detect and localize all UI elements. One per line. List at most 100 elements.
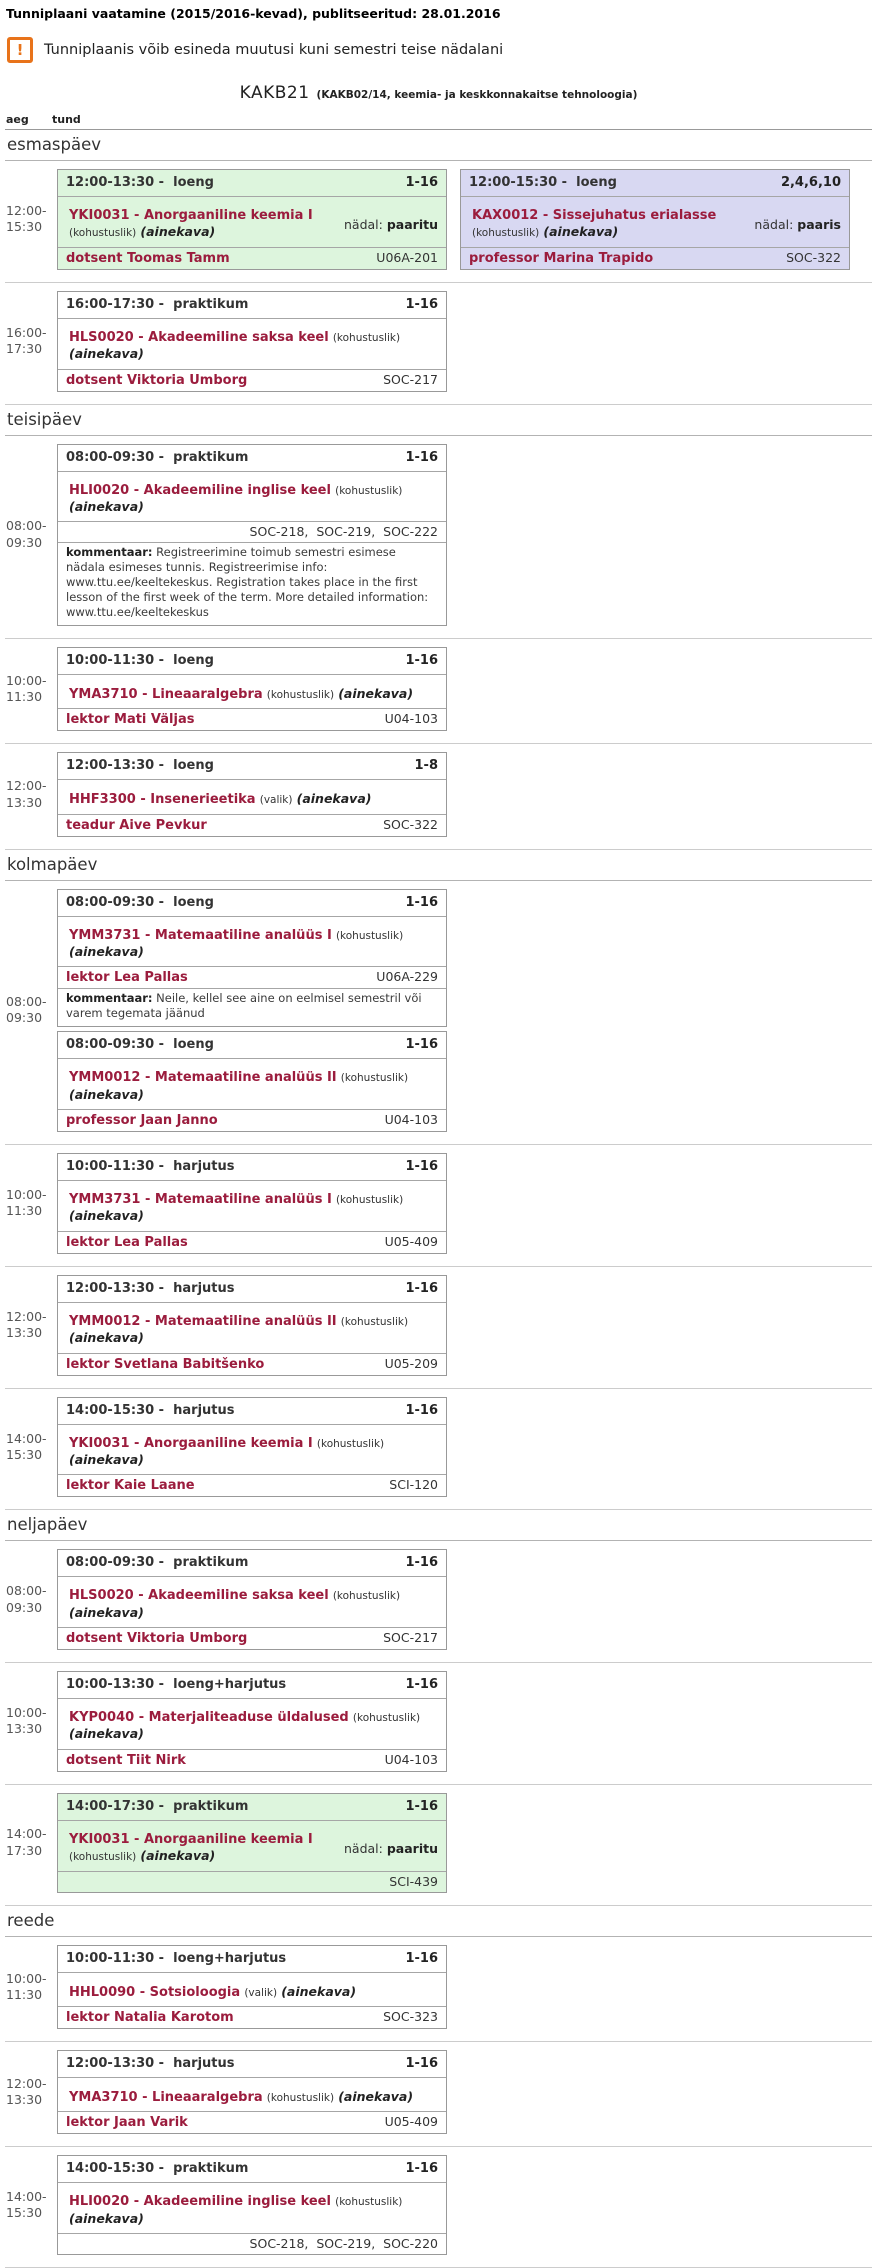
course-cell: YKI0031 - Anorgaaniline keemia I (kohust… [66, 208, 336, 242]
timeslot-row: 08:00- 09:30 08:00-09:30 - praktikum 1-1… [5, 1541, 872, 1664]
lesson-body: HLS0020 - Akadeemiline saksa keel (kohus… [58, 1576, 446, 1627]
ainekava-link[interactable]: (ainekava) [296, 791, 372, 807]
ainekava-link[interactable]: (ainekava) [69, 498, 144, 514]
requirement-label: (valik) [259, 794, 293, 807]
requirement-label: (kohustuslik) [335, 1194, 404, 1207]
course-link[interactable]: YKI0031 - Anorgaaniline keemia I [69, 1831, 313, 1847]
course-link[interactable]: YMA3710 - Lineaaralgebra [69, 2089, 263, 2105]
ainekava-link[interactable]: (ainekava) [140, 224, 216, 240]
timeslot-row: 14:00- 15:30 14:00-15:30 - harjutus 1-16… [5, 1389, 872, 1511]
timeslot-time: 08:00- 09:30 [5, 889, 57, 1132]
requirement-label: (kohustuslik) [332, 1590, 401, 1603]
course-cell: YMM3731 - Matemaatiline analüüs I (kohus… [66, 928, 438, 962]
lesson-weeks: 1-8 [414, 758, 439, 774]
ainekava-link[interactable]: (ainekava) [69, 1086, 144, 1102]
course-link[interactable]: YMM3731 - Matemaatiline analüüs I [69, 1192, 332, 1208]
course-link[interactable]: HLS0020 - Akadeemiline saksa keel [69, 1588, 329, 1604]
lesson-body: KAX0012 - Sissejuhatus erialasse (kohust… [461, 196, 849, 247]
course-cell: KYP0040 - Materjaliteaduse üldalused (ko… [66, 1710, 438, 1744]
ainekava-link[interactable]: (ainekava) [140, 1848, 216, 1864]
course-link[interactable]: YMM0012 - Matemaatiline analüüs II [69, 1070, 337, 1086]
ainekava-link[interactable]: (ainekava) [338, 685, 414, 701]
lesson-time: 10:00-11:30 [66, 1950, 155, 1966]
lesson-activity: praktikum [173, 1798, 249, 1814]
ainekava-link[interactable]: (ainekava) [69, 1330, 144, 1346]
timeslot-time: 08:00- 09:30 [5, 444, 57, 626]
lesson-card: 14:00-15:30 - praktikum 1-16 HLI0020 - A… [57, 2155, 447, 2256]
teacher-link[interactable]: dotsent Tiit Nirk [66, 1752, 186, 1768]
ainekava-link[interactable]: (ainekava) [69, 1726, 144, 1742]
timeslot-time: 14:00- 15:30 [5, 1397, 57, 1498]
teacher-link[interactable]: dotsent Toomas Tamm [66, 250, 230, 266]
lesson-activity: praktikum [173, 2161, 249, 2177]
lesson-footer: professor Marina Trapido SOC-322 [461, 246, 849, 269]
course-link[interactable]: HLI0020 - Akadeemiline inglise keel [69, 482, 331, 498]
lesson-weeks: 2,4,6,10 [780, 175, 841, 190]
header-separator: - [154, 1402, 174, 1418]
day-heading: kolmapäev [5, 850, 872, 881]
ainekava-link[interactable]: (ainekava) [69, 1451, 144, 1467]
ainekava-link[interactable]: (ainekava) [69, 346, 144, 362]
timeslot-time-end: 11:30 [6, 1203, 43, 1219]
lesson-body: YKI0031 - Anorgaaniline keemia I (kohust… [58, 196, 446, 247]
course-link[interactable]: YMM0012 - Matemaatiline analüüs II [69, 1313, 337, 1329]
timeslot-cards: 14:00-15:30 - praktikum 1-16 HLI0020 - A… [57, 2155, 447, 2256]
warning-icon: ! [7, 37, 33, 63]
course-link[interactable]: YMM3731 - Matemaatiline analüüs I [69, 927, 332, 943]
timeslot-time-end: 15:30 [6, 2205, 43, 2221]
lesson-header: 10:00-11:30 - loeng+harjutus 1-16 [58, 1946, 446, 1972]
teacher-link[interactable]: lektor Svetlana Babitšenko [66, 1356, 265, 1372]
timeslot-time-end: 13:30 [6, 794, 43, 810]
teacher-link[interactable]: lektor Lea Pallas [66, 1234, 188, 1250]
teacher-link[interactable]: professor Marina Trapido [469, 250, 654, 266]
timeslot-time: 16:00- 17:30 [5, 291, 57, 392]
timeslot-time-start: 08:00- [6, 994, 47, 1010]
week-parity-value: paaritu [386, 217, 438, 233]
course-link[interactable]: HLI0020 - Akadeemiline inglise keel [69, 2194, 331, 2210]
timeslot-time-end: 15:30 [6, 1446, 43, 1462]
header-separator: - [154, 296, 174, 312]
teacher-link[interactable]: dotsent Viktoria Umborg [66, 1631, 248, 1647]
ainekava-link[interactable]: (ainekava) [69, 944, 144, 960]
room-label: SCI-120 [389, 1477, 438, 1493]
day-rows: 10:00- 11:30 10:00-11:30 - loeng+harjutu… [5, 1937, 872, 2268]
course-cell: YMA3710 - Lineaaralgebra (kohustuslik) (… [66, 686, 413, 703]
timeslot-row: 12:00- 13:30 12:00-13:30 - harjutus 1-16… [5, 1267, 872, 1389]
ainekava-link[interactable]: (ainekava) [69, 1208, 144, 1224]
course-link[interactable]: HHF3300 - Insenerieetika [69, 792, 256, 808]
teacher-link[interactable]: dotsent Viktoria Umborg [66, 372, 248, 388]
ainekava-link[interactable]: (ainekava) [69, 2210, 144, 2226]
teacher-link[interactable]: professor Jaan Janno [66, 1113, 218, 1129]
course-link[interactable]: KYP0040 - Materjaliteaduse üldalused [69, 1710, 349, 1726]
teacher-link[interactable]: lektor Kaie Laane [66, 1478, 195, 1494]
teacher-link[interactable]: teadur Aive Pevkur [66, 817, 207, 833]
ainekava-link[interactable]: (ainekava) [543, 224, 619, 240]
course-link[interactable]: HHL0090 - Sotsioloogia [69, 1984, 241, 2000]
lesson-card: 08:00-09:30 - praktikum 1-16 HLS0020 - A… [57, 1549, 447, 1651]
teacher-link[interactable]: lektor Lea Pallas [66, 970, 188, 986]
timeslot-row: 16:00- 17:30 16:00-17:30 - praktikum 1-1… [5, 283, 872, 405]
course-link[interactable]: HLS0020 - Akadeemiline saksa keel [69, 329, 329, 345]
ainekava-link[interactable]: (ainekava) [338, 2088, 414, 2104]
course-link[interactable]: YKI0031 - Anorgaaniline keemia I [69, 208, 313, 223]
ainekava-link[interactable]: (ainekava) [281, 1983, 357, 1999]
course-cell: HLI0020 - Akadeemiline inglise keel (koh… [66, 2194, 438, 2228]
lesson-time: 08:00-09:30 [66, 894, 155, 910]
teacher-link[interactable]: lektor Jaan Varik [66, 2115, 188, 2131]
lesson-time: 10:00-13:30 [66, 1677, 155, 1693]
lesson-header: 12:00-13:30 - harjutus 1-16 [58, 2051, 446, 2077]
course-link[interactable]: YKI0031 - Anorgaaniline keemia I [69, 1435, 313, 1451]
lesson-body: HLI0020 - Akadeemiline inglise keel (koh… [58, 2182, 446, 2233]
teacher-link[interactable]: lektor Mati Väljas [66, 712, 195, 728]
course-link[interactable]: YMA3710 - Lineaaralgebra [69, 686, 263, 702]
lesson-time: 14:00-17:30 [66, 1798, 155, 1814]
lesson-card: 08:00-09:30 - loeng 1-16 YMM3731 - Matem… [57, 888, 447, 1028]
ainekava-link[interactable]: (ainekava) [69, 1604, 144, 1620]
lesson-activity: harjutus [173, 1402, 235, 1418]
lesson-header: 12:00-13:30 - loeng 1-16 [58, 170, 446, 196]
course-link[interactable]: KAX0012 - Sissejuhatus erialasse [472, 208, 717, 223]
lesson-weeks: 1-16 [405, 894, 438, 910]
lesson-card: 10:00-13:30 - loeng+harjutus 1-16 KYP004… [57, 1671, 447, 1772]
lesson-header: 14:00-17:30 - praktikum 1-16 [58, 1794, 446, 1820]
teacher-link[interactable]: lektor Natalia Karotom [66, 2009, 234, 2025]
